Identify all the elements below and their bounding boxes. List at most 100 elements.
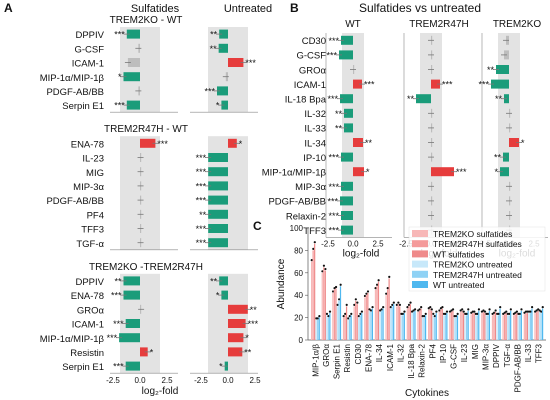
panel-b-tick-label: -2.5 xyxy=(321,239,335,248)
panel-b-row-label: Relaxin-2 xyxy=(286,211,326,222)
panel-a-row-label: TFF3 xyxy=(81,225,104,236)
panel-c-point xyxy=(474,312,477,315)
panel-c-bar xyxy=(374,289,377,340)
panel-c-point xyxy=(450,309,453,312)
panel-c-point xyxy=(421,315,424,318)
panel-a-untr-bar xyxy=(208,195,228,205)
panel-c-bar xyxy=(321,272,323,340)
panel-c-point xyxy=(424,312,427,315)
panel-c-bar xyxy=(347,319,349,340)
panel-c-ytick-label: 20 xyxy=(294,314,303,323)
panel-c-point xyxy=(374,287,377,290)
panel-b-row-label: GROα xyxy=(299,65,327,76)
panel-c-bar xyxy=(367,292,369,340)
panel-c-point xyxy=(517,312,520,315)
panel-c-point xyxy=(512,312,515,315)
panel-c-bar xyxy=(379,312,381,340)
panel-b-cell-sig-label: *** xyxy=(328,182,339,192)
panel-b-cell-sig-label: * xyxy=(521,138,525,148)
panel-c-legend-label: WT untreated xyxy=(433,280,485,290)
panel-a-row-label: G-CSF xyxy=(74,44,104,55)
panel-b-cell-bar xyxy=(431,79,440,89)
panel-c-point xyxy=(502,312,505,315)
panel-c-bar xyxy=(412,312,415,340)
panel-a-untr-sig-label: ** xyxy=(210,30,218,40)
panel-c-point xyxy=(537,308,540,311)
panel-c-point xyxy=(538,309,541,312)
panel-c-ytick-label: 60 xyxy=(294,269,303,278)
panel-c-bar xyxy=(329,313,331,340)
panel-c-point xyxy=(401,312,405,315)
panel-c-bar xyxy=(434,317,436,340)
panel-c-bar xyxy=(449,313,451,340)
panel-c-bar xyxy=(514,314,516,340)
panel-c-bar xyxy=(525,313,527,340)
panel-c-bar xyxy=(475,315,477,340)
panel-a-untr-sig-label: *** xyxy=(196,196,207,206)
panel-a-tick-label: 0.0 xyxy=(134,376,146,385)
panel-b-tick-label: -2.5 xyxy=(399,239,413,248)
panel-c-point xyxy=(456,312,459,315)
panel-c-point xyxy=(473,310,476,313)
panel-c-bar xyxy=(450,312,453,340)
panel-c-point xyxy=(496,312,499,315)
panel-c-bar xyxy=(333,289,336,340)
panel-b-row-label: IL-32 xyxy=(304,109,326,120)
panel-c-xlabel: Cytokines xyxy=(405,388,449,399)
panel-c-ylabel: Abundance xyxy=(276,258,287,309)
panel-c-point xyxy=(432,312,435,315)
panel-a-shade xyxy=(120,27,160,113)
panel-c-bar xyxy=(350,315,352,340)
panel-a-untr-sig-label: ** xyxy=(210,276,218,286)
panel-b-cell-bar xyxy=(344,108,353,118)
panel-c-point xyxy=(441,306,444,309)
panel-c-point xyxy=(409,301,412,304)
panel-c-category-label: IL-18 Bpa xyxy=(407,343,416,378)
panel-c-bar xyxy=(429,308,431,340)
panel-c-category-label: G-CSF xyxy=(450,344,459,369)
panel-b-cell-sig-label: *** xyxy=(326,50,337,60)
panel-c-point xyxy=(379,309,382,312)
panel-c-bar xyxy=(444,315,446,340)
panel-b-cell-sig-label: *** xyxy=(328,226,339,236)
panel-b-cell-bar xyxy=(353,79,362,89)
panel-c-legend-swatch xyxy=(412,270,428,278)
panel-a-sulf-bar xyxy=(126,100,140,110)
panel-c-category-label: MIP-3α xyxy=(482,344,491,370)
panel-c-bar xyxy=(499,308,501,340)
panel-c-category-label: TGF-α xyxy=(503,344,512,368)
panel-c-bar xyxy=(428,309,430,340)
panel-a-untr-sig-label: *** xyxy=(196,181,207,191)
panel-a-row-label: ENA-78 xyxy=(71,139,104,150)
panel-c-bar xyxy=(531,308,533,340)
panel-c-legend-swatch xyxy=(412,250,428,258)
panel-c-bar xyxy=(409,304,411,340)
panel-a-header-sulfatides: Sulfatides xyxy=(131,3,180,15)
panel-c-bar xyxy=(324,270,326,340)
panel-c-bar xyxy=(344,315,346,340)
panel-c-category-label: MIP-1α/β xyxy=(311,344,320,377)
panel-b-cell-sig-label: *** xyxy=(328,36,339,46)
panel-c-bar xyxy=(502,315,504,340)
panel-c-bar xyxy=(519,315,521,340)
panel-a-header-untreated: Untreated xyxy=(224,3,272,15)
panel-a-group-title: TREM2R47H - WT xyxy=(104,124,188,135)
panel-b-cell-sig-label: ** xyxy=(487,65,495,75)
panel-c-bar xyxy=(345,306,348,340)
panel-c-point xyxy=(523,311,526,314)
panel-b-cell-bar xyxy=(491,79,509,89)
panel-c-point xyxy=(360,310,364,313)
panel-a-tick-label: -2.5 xyxy=(194,376,208,385)
panel-c-point xyxy=(420,306,423,309)
panel-c-point xyxy=(520,308,523,311)
panel-c-bar xyxy=(424,315,427,340)
panel-c-point xyxy=(427,307,430,310)
panel-a-untr-sig-label: ** xyxy=(250,305,258,315)
panel-c-bar xyxy=(342,317,345,340)
panel-a-sulf-bar xyxy=(119,333,140,343)
panel-a-sulf-bar xyxy=(126,29,140,39)
panel-b-tick-label: 0.0 xyxy=(347,239,359,248)
panel-c-bar xyxy=(520,310,522,340)
panel-c-bar xyxy=(332,292,334,340)
